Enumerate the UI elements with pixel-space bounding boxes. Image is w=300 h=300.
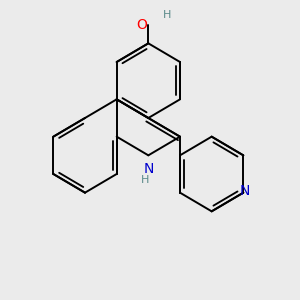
Text: N: N xyxy=(240,184,250,198)
Text: H: H xyxy=(163,10,171,20)
Text: N: N xyxy=(143,162,154,176)
Text: H: H xyxy=(141,175,149,185)
Text: O: O xyxy=(136,18,147,32)
